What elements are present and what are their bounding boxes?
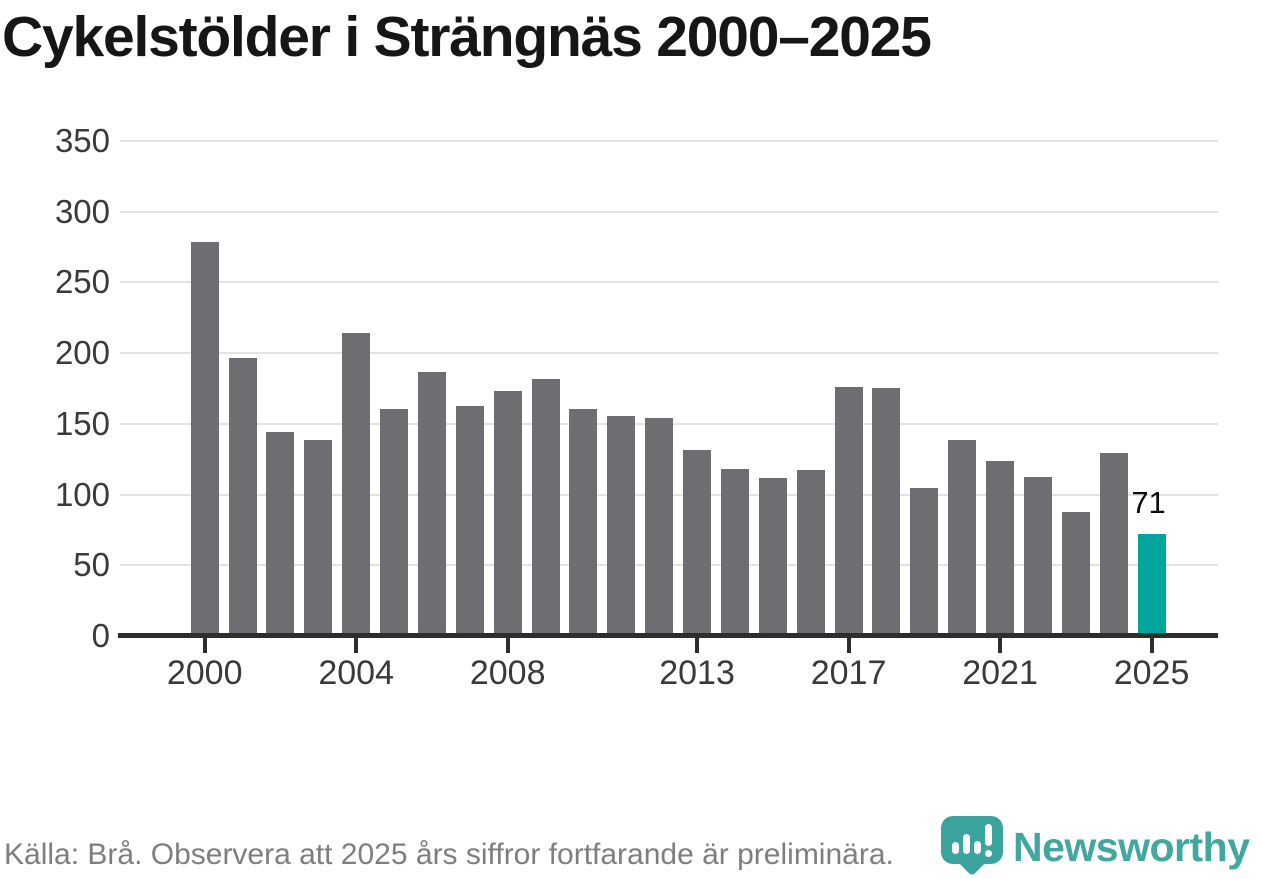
bar-2000 <box>190 242 219 634</box>
bar-2005 <box>380 409 409 634</box>
bar-2010 <box>569 409 598 634</box>
gridline-200 <box>120 352 1218 355</box>
x-axis-line <box>118 633 1218 638</box>
y-axis-label-50: 50 <box>73 546 110 584</box>
x-axis-label-2004: 2004 <box>318 654 394 692</box>
bar-2012 <box>645 417 674 634</box>
bar-2025 <box>1137 533 1166 634</box>
y-axis-label-300: 300 <box>54 192 110 230</box>
bar-2007 <box>455 406 484 634</box>
x-axis-label-2017: 2017 <box>810 654 887 692</box>
x-tick-2008 <box>505 638 510 653</box>
bar-2023 <box>1061 512 1090 634</box>
bar-2001 <box>228 358 257 634</box>
bar-2020 <box>948 440 977 634</box>
gridline-300 <box>120 210 1218 213</box>
bar-2006 <box>417 372 446 634</box>
bar-2014 <box>720 468 749 634</box>
bar-2013 <box>683 450 712 634</box>
bar-2004 <box>342 332 371 634</box>
x-axis-label-2013: 2013 <box>659 654 735 692</box>
x-axis-label-2008: 2008 <box>469 654 546 692</box>
y-axis-label-0: 0 <box>91 617 110 654</box>
bar-2009 <box>531 379 560 634</box>
bar-2019 <box>910 488 939 634</box>
bar-2022 <box>1023 477 1052 634</box>
bar-2016 <box>796 469 825 634</box>
gridline-250 <box>120 281 1218 284</box>
x-axis-label-2000: 2000 <box>166 654 243 692</box>
bar-2021 <box>986 461 1015 634</box>
y-axis-label-250: 250 <box>54 263 110 301</box>
icon-bar-3 <box>974 841 981 854</box>
bar-2003 <box>304 440 333 634</box>
icon-bar-4 <box>985 824 992 846</box>
x-tick-2013 <box>695 638 700 653</box>
highlight-value-label: 71 <box>1131 484 1166 520</box>
x-tick-2004 <box>354 638 359 653</box>
icon-bar-dot <box>985 850 992 857</box>
newsworthy-wordmark: Newsworthy <box>1013 824 1250 870</box>
x-tick-2025 <box>1149 638 1154 653</box>
bar-2008 <box>493 390 522 634</box>
newsworthy-pin-barchart-icon <box>941 816 1003 877</box>
icon-bar-2 <box>963 834 970 854</box>
x-tick-2000 <box>202 638 207 653</box>
bar-2015 <box>758 478 787 634</box>
gridline-350 <box>120 140 1218 142</box>
y-axis-label-350: 350 <box>54 122 110 159</box>
bar-2011 <box>607 416 636 634</box>
bar-2017 <box>834 386 863 634</box>
chart-title: Cykelstölder i Strängnäs 2000–2025 <box>2 5 932 69</box>
bar-2002 <box>266 431 295 634</box>
bar-2024 <box>1099 452 1128 634</box>
x-axis-label-2025: 2025 <box>1113 654 1190 692</box>
y-axis-label-100: 100 <box>54 475 110 513</box>
bar-2018 <box>872 387 901 634</box>
y-axis-label-200: 200 <box>54 334 110 372</box>
y-axis-label-150: 150 <box>54 404 110 442</box>
x-tick-2017 <box>846 638 851 653</box>
source-note: Källa: Brå. Observera att 2025 års siffr… <box>4 838 894 871</box>
x-axis-label-2021: 2021 <box>962 654 1038 692</box>
x-tick-2021 <box>998 638 1003 653</box>
icon-bar-1 <box>952 842 959 854</box>
